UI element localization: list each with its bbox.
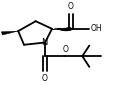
Text: O: O (42, 74, 48, 83)
Polygon shape (1, 31, 18, 35)
Text: O: O (62, 45, 68, 54)
Text: N: N (41, 38, 48, 47)
Text: O: O (68, 2, 74, 11)
Text: OH: OH (91, 24, 102, 33)
